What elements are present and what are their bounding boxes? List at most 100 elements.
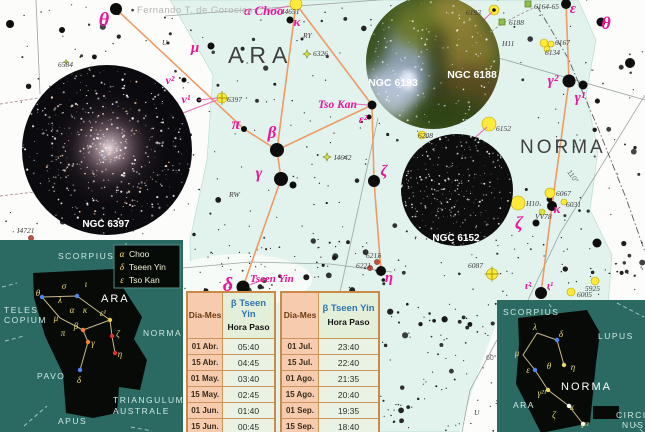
date-cell: 01 Jun.	[186, 402, 223, 419]
transit-time-cell: 05:40	[222, 338, 276, 355]
mini-map-greek-label: κ	[570, 402, 575, 412]
mini-map-greek-label: θ	[547, 361, 552, 371]
stick-figure-star	[112, 350, 118, 356]
transit-table-apr-jun: Dia-Mes β Tseen Yin Hora Paso 01 Abr. 05:…	[186, 291, 276, 432]
star-label-greek: δ	[223, 274, 233, 296]
stick-figure-star	[545, 387, 551, 393]
bright-star	[366, 114, 372, 120]
mini-map-region-label-apus: APUS	[58, 416, 87, 426]
catalog-number-label: I4721	[16, 226, 35, 235]
panel-boundary-dash	[23, 405, 48, 427]
table-row: 01 Ago. 21:35	[280, 370, 380, 387]
mini-map-greek-label: α	[70, 305, 75, 315]
table-row: 01 Jul. 23:40	[280, 338, 380, 355]
beta-tseen-yin-label: β Tseen Yin	[230, 298, 267, 320]
deep-sky-object-marker	[322, 152, 332, 162]
constellation-line	[276, 104, 373, 151]
star-label-greek: ε	[570, 1, 577, 17]
catalog-number-label: 6215	[366, 251, 381, 260]
panel-boundary-dash	[4, 335, 25, 342]
mini-map-region-label-norma: NORMA	[143, 328, 182, 338]
catalog-number-label: 5925	[585, 284, 600, 293]
mini-map-greek-label: ζ	[116, 329, 121, 339]
star-proper-name-label: α Choo	[244, 3, 284, 18]
star-proper-name-label: Tseen Yin	[250, 273, 294, 285]
date-cell: 15 Jun.	[186, 418, 223, 432]
deep-sky-object-marker	[547, 40, 555, 48]
star-label-greek: η	[385, 270, 393, 286]
deep-sky-object-marker	[62, 58, 70, 66]
bright-star	[270, 143, 284, 157]
transit-time-cell: 19:35	[318, 402, 380, 419]
star-label-greek: ζ	[515, 213, 524, 233]
bright-star	[236, 280, 250, 294]
legend-star-name: Tso Kan	[129, 275, 160, 285]
bright-star	[6, 20, 14, 28]
constellation-silhouette	[516, 310, 600, 432]
stick-figure-star	[80, 327, 86, 333]
date-cell: 01 Jul.	[280, 338, 319, 355]
star-label-greek: κ	[294, 14, 302, 29]
mini-map-region-label-copium: COPIUM	[4, 315, 47, 325]
hora-paso-label: Hora Paso	[227, 322, 270, 332]
date-cell: 15 May.	[186, 386, 223, 403]
mini-map-greek-label: λ	[532, 322, 537, 332]
catalog-number-label: VV78	[535, 212, 552, 221]
deep-sky-object-marker	[484, 266, 500, 282]
bright-star	[241, 126, 247, 132]
mini-map-region-label-scorpius: SCORPIUS	[58, 251, 114, 261]
mini-map-region-label-pavo: PAVO	[37, 371, 65, 381]
catalog-number-label: RW	[228, 190, 240, 199]
hora-paso-label: Hora Paso	[327, 316, 370, 327]
table-row: 01 May. 03:40	[186, 370, 276, 387]
panel-boundary-dash	[130, 426, 153, 432]
ngc6152-photo-inset	[400, 134, 513, 246]
legend-greek-glyph: ε	[120, 275, 124, 285]
deep-sky-object-marker	[543, 45, 551, 53]
legend-star-name: Choo	[129, 249, 150, 259]
deep-sky-object-marker	[560, 198, 568, 206]
table-row: 15 Jun. 00:45	[186, 418, 276, 432]
catalog-number-label: I4642	[333, 153, 352, 162]
ngc6188-caption: NGC 6188	[447, 69, 497, 81]
bright-star	[625, 58, 635, 68]
catalog-number-label: H11	[501, 39, 514, 48]
mini-map-greek-label: π	[61, 328, 66, 338]
deep-sky-object-marker	[538, 208, 546, 216]
date-cell: 01 Ago.	[280, 370, 319, 387]
bright-star	[181, 77, 187, 83]
catalog-number-label: 6188	[509, 18, 524, 27]
table-row: 01 Jun. 01:40	[186, 402, 276, 419]
mini-map-greek-label: δ	[77, 375, 82, 385]
column-header-hora-paso: β Tseen Yin Hora Paso	[318, 291, 380, 339]
mini-map-greek-label: η	[118, 349, 123, 359]
catalog-number-label: H10	[525, 199, 539, 208]
constellation-line	[540, 3, 570, 294]
catalog-number-label: I4651	[281, 7, 300, 16]
panel-boundary-dash	[548, 303, 555, 312]
star-label-greek: ι¹	[547, 280, 553, 292]
mini-map-greek-label: σ	[62, 281, 67, 291]
bright-star	[562, 74, 576, 88]
coordinate-degree-label: 60°	[486, 354, 497, 362]
bright-star	[274, 172, 288, 186]
deep-sky-object-marker	[590, 276, 600, 286]
green-square-marker	[498, 18, 506, 26]
table-row: 01 Abr. 05:40	[186, 338, 276, 355]
transit-time-cell: 04:45	[222, 354, 276, 371]
star-label-greek: θ	[99, 9, 110, 31]
mini-map-greek-label: γ²¹	[538, 388, 547, 398]
star-label-greek: γ	[256, 165, 263, 182]
stick-figure-star	[85, 339, 91, 345]
catalog-number-label: 6167	[555, 38, 570, 47]
ngc6193-6188-photo-inset	[366, 0, 500, 129]
date-cell: 15 Abr.	[186, 354, 223, 371]
watermark-credit: Fernando T. de Gorocica	[137, 5, 253, 16]
catalog-number-label: 6005	[577, 290, 592, 299]
catalog-number-label: 6031	[566, 200, 581, 209]
transit-time-cell: 21:35	[318, 370, 380, 387]
constellation-boundary-line	[182, 261, 393, 273]
mini-map-region-label-ara: ARA	[101, 293, 130, 305]
stick-figure-star	[74, 293, 80, 299]
transit-table-jul-sep: Dia-Mes β Tseen Yin Hora Paso 01 Jul. 23:…	[280, 291, 380, 432]
